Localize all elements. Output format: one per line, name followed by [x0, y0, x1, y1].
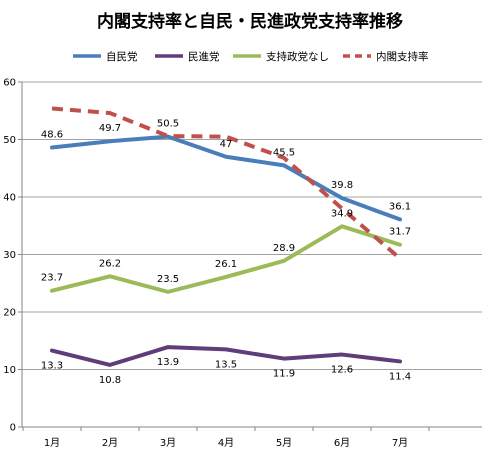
- data-label: 50.5: [157, 119, 179, 130]
- axes: [18, 81, 482, 431]
- data-label: 12.6: [331, 365, 353, 376]
- legend-label: 支持政党なし: [266, 50, 329, 63]
- data-label: 23.5: [157, 274, 179, 285]
- data-label: 26.1: [215, 259, 237, 270]
- series-line: [50, 224, 402, 294]
- x-tick-label: 4月: [218, 437, 234, 449]
- x-tick-label: 1月: [44, 437, 60, 449]
- data-label: 36.1: [389, 201, 411, 212]
- x-tick-label: 7月: [392, 437, 408, 449]
- data-label: 13.9: [157, 357, 179, 368]
- series-line: [50, 134, 402, 222]
- legend-label: 自民党: [106, 50, 138, 63]
- series-line: [51, 106, 402, 261]
- y-tick-label: 60: [3, 78, 16, 89]
- data-label: 49.7: [99, 123, 121, 134]
- data-label: 47: [220, 139, 233, 150]
- legend-label: 内閣支持率: [376, 50, 429, 63]
- data-label: 39.8: [331, 180, 353, 191]
- data-label: 10.8: [99, 375, 121, 386]
- legend-label: 民進党: [188, 50, 220, 63]
- x-axis-ticks: 1月 2月 3月 4月 5月 6月 7月: [44, 437, 408, 449]
- series-group: [50, 106, 402, 367]
- data-label: 34.9: [331, 208, 353, 219]
- series-line: [50, 345, 402, 367]
- data-label: 13.5: [215, 359, 237, 370]
- data-label: 11.4: [389, 371, 411, 382]
- data-labels: 48.6 49.7 50.5 47 45.5 39.8 36.1 13.3 10.8 13.9 13…: [41, 119, 411, 386]
- data-label: 45.5: [273, 147, 295, 158]
- x-tick-label: 2月: [102, 437, 118, 449]
- x-tick-label: 6月: [334, 437, 350, 449]
- y-tick-label: 0: [10, 423, 16, 434]
- y-tick-label: 10: [3, 365, 16, 376]
- data-label: 28.9: [273, 243, 295, 254]
- y-tick-label: 40: [3, 193, 16, 204]
- gridlines: [22, 81, 482, 370]
- y-tick-label: 20: [3, 308, 16, 319]
- data-label: 11.9: [273, 369, 295, 380]
- data-label: 26.2: [99, 258, 121, 269]
- y-tick-label: 50: [3, 135, 16, 146]
- legend: 自民党 民進党 支持政党なし 内閣支持率: [73, 50, 429, 63]
- chart-title: 内閣支持率と自民・民進政党支持率推移: [97, 11, 403, 32]
- data-label: 13.3: [41, 361, 63, 372]
- x-tick-label: 3月: [160, 437, 176, 449]
- y-axis-ticks: 0 10 20 30 40 50 60: [3, 78, 16, 434]
- x-tick-label: 5月: [276, 437, 292, 449]
- data-label: 48.6: [41, 130, 63, 141]
- data-label: 31.7: [389, 227, 411, 238]
- data-label: 23.7: [41, 273, 63, 284]
- y-tick-label: 30: [3, 250, 16, 261]
